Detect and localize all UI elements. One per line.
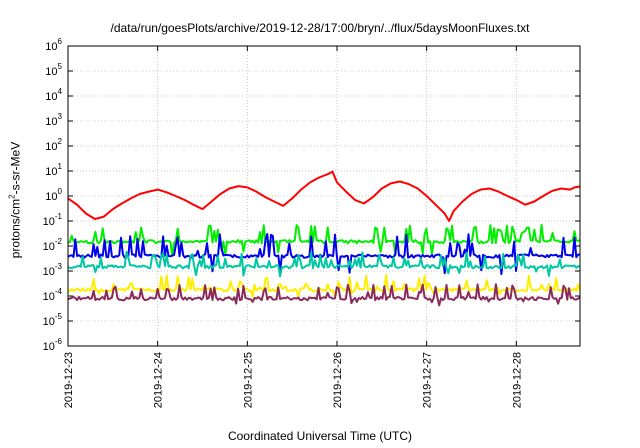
y-tick-label: 10-6 [43, 337, 63, 353]
y-tick-label: 106 [45, 37, 62, 53]
series-line [68, 250, 580, 278]
y-tick-label: 10-5 [43, 312, 63, 328]
y-tick-label: 102 [45, 137, 62, 153]
y-axis-label-main: protons/cm [8, 198, 23, 259]
y-axis-label-superscript: 2 [7, 194, 17, 199]
y-tick-label: 10-4 [43, 287, 63, 303]
series-line [68, 283, 580, 307]
y-axis-label-tail: -s-sr-MeV [8, 141, 23, 195]
series-line [68, 170, 580, 222]
series-line [68, 223, 580, 257]
x-tick-label: 2019-12-27 [422, 352, 434, 408]
y-tick-label: 10-2 [43, 237, 63, 253]
y-tick-label: 104 [45, 87, 62, 103]
y-tick-label: 100 [45, 187, 62, 203]
y-tick-label: 105 [45, 62, 62, 78]
y-tick-label: 10-3 [43, 262, 63, 278]
x-tick-label: 2019-12-25 [242, 352, 254, 408]
x-axis-label: Coordinated Universal Time (UTC) [227, 429, 413, 443]
x-tick-label: 2019-12-23 [63, 352, 75, 408]
y-tick-label: 101 [45, 162, 62, 178]
chart-title: /data/run/goesPlots/archive/2019-12-28/1… [110, 21, 530, 35]
y-tick-label: 10-1 [43, 212, 63, 228]
x-tick-label: 2019-12-24 [153, 352, 165, 408]
x-tick-label: 2019-12-28 [511, 352, 523, 408]
x-tick-label: 2019-12-26 [332, 352, 344, 408]
y-tick-label: 103 [45, 112, 62, 128]
plot-border [67, 45, 581, 347]
